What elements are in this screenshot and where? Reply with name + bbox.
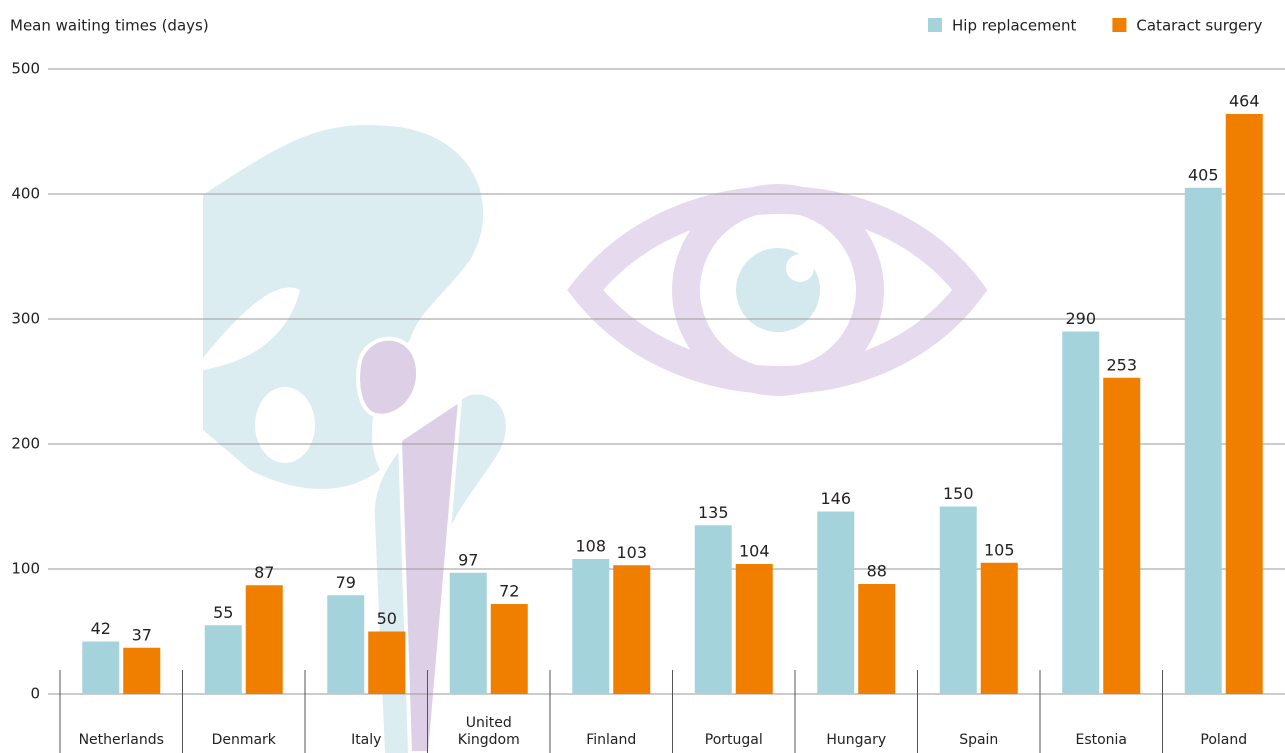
bar [490,604,528,694]
bar [1103,377,1141,694]
value-label: 108 [575,537,606,556]
x-tick-label: Italy [351,732,382,748]
y-axis-title: Mean waiting times (days) [10,17,209,35]
y-tick-label: 500 [11,60,40,78]
x-tick-label: Denmark [211,732,276,748]
bar [939,506,977,694]
y-tick-label: 300 [11,310,40,328]
bar [613,565,651,694]
value-label: 253 [1106,355,1137,374]
y-tick-label: 400 [11,185,40,203]
bar [327,595,365,694]
bar [1225,114,1263,694]
legend-label: Hip replacement [952,17,1077,35]
bar [204,625,242,694]
bar [735,564,773,694]
bar [368,631,406,694]
value-label: 79 [336,573,356,592]
bar [694,525,732,694]
bar [82,641,120,694]
x-tick-label: United Kingdom [457,715,520,748]
value-label: 97 [458,550,478,569]
x-tick-label: Spain [959,732,999,748]
bar [1184,187,1222,694]
x-tick-label: Portugal [704,732,763,748]
bar [858,584,896,694]
x-tick-label: Poland [1200,732,1248,748]
value-label: 37 [132,625,152,644]
value-label: 103 [616,543,647,562]
bar [245,585,283,694]
value-label: 135 [698,503,729,522]
value-label: 50 [377,609,397,628]
value-label: 464 [1229,92,1260,111]
bar [572,559,610,694]
implant-illustration [356,336,463,753]
value-label: 150 [943,484,974,503]
y-tick-label: 200 [11,435,40,453]
y-tick-label: 0 [30,685,40,703]
value-label: 105 [984,540,1015,559]
legend-label: Cataract surgery [1136,17,1262,35]
value-label: 146 [820,489,851,508]
value-label: 72 [499,582,519,601]
bar [817,511,855,694]
bar [449,572,487,694]
bar [1062,331,1100,694]
legend-swatch [928,18,942,32]
value-label: 88 [867,562,887,581]
eye-illustration [567,184,988,396]
legend-swatch [1112,18,1127,32]
x-tick-label: Netherlands [78,732,164,748]
y-tick-label: 100 [11,560,40,578]
value-label: 87 [254,563,274,582]
x-tick-label: Finland [586,732,637,748]
x-tick-label: Hungary [826,732,887,748]
bar [980,562,1018,694]
x-tick-label: Estonia [1075,732,1128,748]
value-label: 290 [1065,309,1096,328]
value-label: 405 [1188,165,1219,184]
value-label: 42 [91,619,111,638]
value-label: 55 [213,603,233,622]
value-label: 104 [739,542,770,561]
bar [123,647,161,694]
